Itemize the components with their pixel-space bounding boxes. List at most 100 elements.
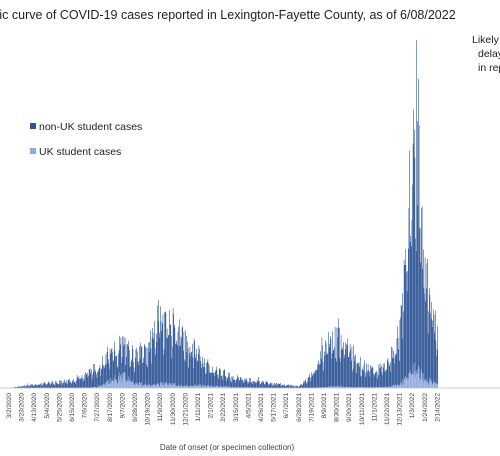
bar-non-uk: [181, 327, 183, 387]
bar-non-uk: [372, 366, 373, 388]
bar-non-uk: [313, 371, 315, 388]
bar-non-uk: [401, 305, 402, 385]
x-tick-label: 1/11/2021: [195, 393, 202, 422]
bar-uk: [385, 386, 386, 388]
x-tick-label: 2/14/2022: [434, 393, 441, 422]
bar-non-uk: [159, 337, 161, 387]
x-tick-label: 5/4/2020: [44, 393, 51, 419]
bar-non-uk: [54, 384, 56, 388]
bar-non-uk: [157, 320, 159, 383]
bar-uk: [413, 374, 414, 388]
bar-non-uk: [88, 375, 89, 388]
bar-non-uk: [25, 386, 26, 388]
bar-non-uk: [355, 364, 357, 388]
bar-non-uk: [323, 370, 324, 388]
bar-non-uk: [379, 363, 381, 388]
bar-non-uk: [273, 385, 274, 388]
bar-non-uk: [345, 349, 347, 387]
bar-non-uk: [321, 358, 322, 388]
bar-non-uk: [242, 380, 243, 388]
bar-non-uk: [220, 375, 222, 387]
bar-uk: [147, 385, 148, 388]
bar-non-uk: [98, 369, 99, 387]
bar-non-uk: [34, 384, 35, 388]
bar-non-uk: [149, 341, 150, 384]
bar-uk: [407, 377, 408, 388]
bar-non-uk: [307, 377, 309, 388]
bar-non-uk: [67, 380, 69, 388]
bar-uk: [157, 383, 159, 388]
bar-non-uk: [371, 368, 372, 388]
bar-uk: [409, 371, 410, 388]
bar-non-uk: [17, 387, 18, 388]
bar-uk: [201, 386, 203, 388]
bar-uk: [144, 383, 145, 388]
bar-uk: [198, 385, 200, 388]
bar-uk: [222, 386, 224, 388]
bar-non-uk: [382, 363, 384, 387]
bar-uk: [178, 386, 179, 388]
bar-non-uk: [406, 291, 408, 381]
bar-uk: [138, 385, 139, 388]
bar-non-uk: [31, 384, 32, 388]
bar-uk: [232, 387, 233, 388]
bar-non-uk: [99, 365, 101, 386]
bar-non-uk: [298, 387, 299, 388]
bar-uk: [393, 384, 395, 388]
bar-uk: [214, 386, 216, 388]
bar-non-uk: [329, 344, 330, 387]
bar-uk: [203, 385, 204, 388]
bar-non-uk: [162, 323, 163, 385]
bar-uk: [412, 364, 414, 388]
bar-uk: [195, 384, 197, 388]
bar-non-uk: [311, 372, 312, 388]
bar-uk: [144, 385, 146, 388]
bar-non-uk: [27, 383, 29, 388]
bar-non-uk: [100, 375, 101, 388]
bar-non-uk: [405, 249, 406, 376]
bar-non-uk: [209, 372, 210, 387]
x-tick-label: 9/20/2021: [346, 393, 353, 422]
bar-non-uk: [189, 353, 190, 387]
bar-uk: [136, 384, 137, 388]
bar-non-uk: [102, 364, 104, 385]
bar-non-uk: [422, 268, 423, 380]
bar-non-uk: [132, 345, 133, 381]
bar-non-uk: [187, 341, 188, 386]
bar-uk: [156, 383, 157, 388]
bar-uk: [185, 385, 186, 388]
bar-uk: [396, 385, 397, 388]
bar-non-uk: [136, 347, 137, 385]
bar-non-uk: [351, 346, 353, 388]
bar-non-uk: [293, 386, 294, 388]
bar-non-uk: [342, 349, 344, 388]
bar-non-uk: [134, 372, 135, 386]
bar-uk: [394, 385, 396, 388]
bar-non-uk: [170, 324, 171, 383]
bar-uk: [376, 386, 378, 388]
x-tick-label: 3/23/2020: [19, 393, 26, 422]
bar-uk: [154, 385, 156, 388]
bar-non-uk: [255, 382, 256, 388]
bar-uk: [182, 386, 183, 388]
bar-non-uk: [58, 384, 59, 388]
bar-non-uk: [246, 378, 247, 388]
bar-non-uk: [45, 383, 46, 388]
bar-non-uk: [240, 377, 241, 388]
bar-non-uk: [15, 387, 16, 388]
bar-uk: [159, 386, 161, 388]
bar-non-uk: [383, 367, 384, 388]
bar-non-uk: [289, 385, 291, 388]
bar-non-uk: [90, 373, 91, 388]
bar-uk: [220, 386, 221, 388]
bar-non-uk: [101, 369, 102, 386]
bar-non-uk: [208, 363, 209, 387]
bar-non-uk: [334, 326, 336, 387]
bar-non-uk: [392, 358, 393, 386]
bar-non-uk: [436, 356, 437, 385]
bar-non-uk: [51, 381, 53, 388]
bar-non-uk: [275, 383, 276, 388]
bar-uk: [107, 379, 108, 388]
bar-non-uk: [251, 382, 252, 388]
bar-uk: [145, 385, 147, 388]
